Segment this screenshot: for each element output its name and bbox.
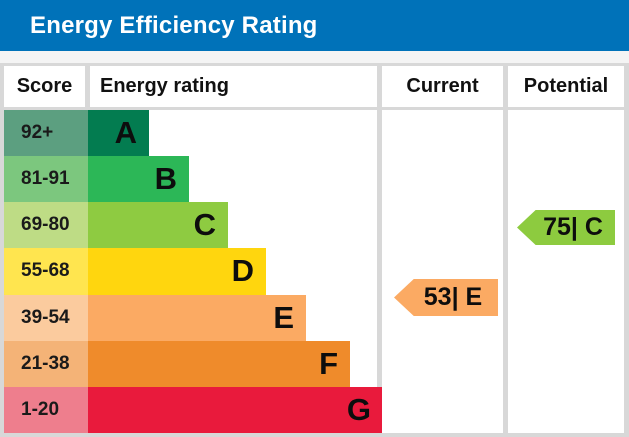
band-row-d: 55-68 D: [4, 248, 377, 295]
band-score-d: 55-68: [4, 248, 88, 295]
band-bar-f: F: [88, 340, 350, 387]
column-header-potential: Potential: [508, 66, 624, 107]
band-row-f: 21-38 F: [4, 340, 377, 387]
band-row-c: 69-80 C: [4, 202, 377, 249]
band-bar-g: G: [88, 386, 383, 433]
potential-arrow: 75| C: [517, 210, 615, 245]
band-row-a: 92+ A: [4, 110, 377, 157]
potential-column: 75| C: [508, 110, 624, 433]
band-bar-c: C: [88, 202, 228, 249]
chart-title: Energy Efficiency Rating: [30, 12, 318, 39]
band-score-c: 69-80: [4, 202, 88, 249]
band-bar-e: E: [88, 294, 306, 341]
band-bar-b: B: [88, 156, 189, 203]
band-score-a: 92+: [4, 110, 88, 157]
column-header-energy-rating: Energy rating: [90, 66, 377, 107]
title-bar: Energy Efficiency Rating: [0, 0, 629, 51]
header-separator: [0, 51, 629, 63]
band-score-b: 81-91: [4, 156, 88, 203]
band-bar-d: D: [88, 248, 266, 295]
band-row-e: 39-54 E: [4, 294, 377, 341]
band-row-g: 1-20 G: [4, 386, 383, 433]
rating-table: Score Energy rating Current Potential 92…: [0, 63, 629, 437]
band-row-b: 81-91 B: [4, 156, 377, 203]
column-header-score: Score: [4, 66, 85, 107]
band-score-e: 39-54: [4, 294, 88, 341]
current-column: 53| E: [382, 110, 503, 433]
band-score-f: 21-38: [4, 340, 88, 387]
band-rows-panel: 92+ A 81-91 B 69-80 C 55-68 D 39-54 E 21…: [4, 110, 383, 433]
band-score-g: 1-20: [4, 386, 88, 433]
column-header-current: Current: [382, 66, 503, 107]
current-arrow: 53| E: [394, 279, 498, 316]
band-bar-a: A: [88, 110, 149, 157]
